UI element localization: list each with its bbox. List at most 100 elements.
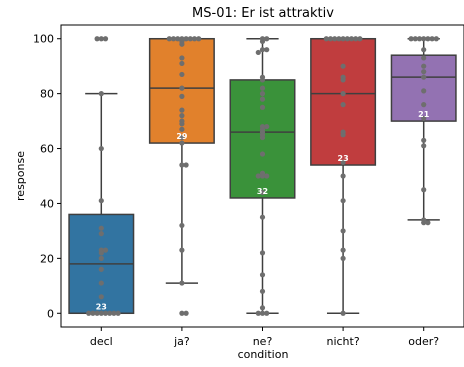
data-point-nicht — [327, 36, 334, 42]
data-point-oder — [408, 36, 414, 42]
data-point-oder — [416, 36, 423, 42]
data-point-ne — [259, 189, 266, 196]
count-label-oder: 21 — [418, 110, 430, 119]
y-tick-label: 20 — [40, 252, 54, 265]
data-point-nicht — [340, 77, 346, 83]
data-point-nicht — [340, 228, 346, 234]
data-point-nicht — [340, 247, 346, 253]
data-point-ja — [179, 247, 185, 253]
data-point-ne — [259, 250, 266, 256]
plot-frame — [60, 24, 464, 328]
data-point-decl — [102, 310, 109, 316]
data-point-decl — [98, 280, 104, 286]
data-point-oder — [429, 36, 435, 42]
data-point-ja — [196, 36, 202, 42]
data-point-nicht — [340, 255, 346, 261]
count-label-ne: 32 — [257, 187, 268, 196]
data-point-ja — [187, 36, 193, 42]
data-point-ne — [259, 310, 266, 316]
y-tick-label: 80 — [40, 88, 54, 101]
data-point-ja — [179, 121, 185, 127]
data-point-ja — [179, 134, 185, 141]
data-point-ne — [259, 214, 266, 220]
data-point-ne — [259, 173, 266, 179]
x-tick-label-oder: oder? — [408, 335, 439, 348]
plot-area: 0 20 40 60 80 100 23 decl 29 ja? 32 ne? 23 nicht? 21 od… — [33, 33, 457, 348]
data-point-ja — [179, 280, 185, 286]
chart-title: MS-01: Er ist attraktiv — [192, 6, 334, 21]
data-point-ja — [179, 222, 185, 229]
data-point-nicht — [340, 63, 346, 69]
data-point-oder — [421, 115, 427, 121]
data-point-oder — [421, 74, 427, 80]
count-label-nicht: 23 — [338, 154, 349, 163]
data-point-oder — [433, 36, 439, 42]
data-point-ne — [259, 85, 266, 91]
data-point-decl — [94, 36, 100, 42]
x-tick-label-decl: decl — [90, 335, 113, 348]
data-point-decl — [111, 310, 117, 316]
y-tick-label: 100 — [33, 33, 54, 46]
data-point-ja — [166, 36, 172, 42]
data-point-decl — [90, 310, 96, 316]
data-point-decl — [98, 36, 104, 42]
data-point-ne — [264, 310, 270, 316]
data-point-ne — [259, 47, 266, 53]
data-point-nicht — [323, 36, 329, 42]
data-point-oder — [421, 55, 427, 61]
data-point-ja — [175, 36, 181, 42]
data-point-decl — [102, 36, 109, 42]
data-point-ne — [259, 305, 266, 311]
data-point-decl — [98, 231, 104, 237]
data-point-nicht — [357, 36, 363, 42]
data-point-ja — [179, 71, 185, 78]
data-point-decl — [98, 266, 104, 272]
data-point-nicht — [340, 91, 346, 97]
count-label-decl: 23 — [96, 302, 107, 311]
data-point-nicht — [344, 36, 350, 42]
data-point-ja — [179, 55, 185, 61]
data-point-oder — [421, 137, 427, 143]
data-point-decl — [98, 198, 104, 204]
data-point-oder — [421, 102, 427, 108]
data-point-ne — [259, 96, 266, 102]
data-point-ja — [179, 140, 185, 146]
data-point-oder — [421, 220, 427, 226]
data-point-nicht — [332, 36, 338, 42]
data-point-nicht — [340, 310, 346, 316]
y-tick-label: 40 — [40, 197, 54, 210]
data-point-ja — [179, 85, 185, 91]
data-point-decl — [107, 310, 113, 316]
data-point-oder — [421, 36, 427, 42]
data-point-ne — [264, 173, 270, 179]
data-point-ja — [179, 41, 185, 47]
data-point-ja — [183, 162, 189, 168]
data-point-ne — [264, 36, 270, 42]
data-point-ne — [259, 77, 266, 83]
data-point-ne — [259, 288, 266, 294]
data-point-ne — [259, 38, 266, 45]
data-point-decl — [98, 310, 104, 316]
data-point-oder — [412, 36, 418, 42]
data-point-nicht — [340, 132, 346, 138]
data-point-decl — [98, 145, 104, 152]
data-point-ja — [179, 93, 185, 99]
data-point-ne — [255, 173, 261, 179]
data-point-oder — [421, 63, 427, 69]
data-point-nicht — [340, 36, 346, 42]
data-point-nicht — [340, 102, 346, 108]
data-point-ja — [179, 107, 185, 113]
data-point-ja — [183, 310, 189, 316]
y-tick-label: 0 — [47, 307, 54, 320]
data-point-oder — [421, 143, 427, 149]
data-point-decl — [98, 91, 104, 97]
data-point-nicht — [353, 36, 359, 42]
y-tick-label: 60 — [40, 143, 54, 156]
data-point-oder — [421, 47, 427, 53]
x-tick-label-nicht: nicht? — [326, 335, 359, 348]
x-axis-label: condition — [238, 348, 289, 361]
data-point-oder — [425, 220, 431, 226]
data-point-nicht — [348, 36, 355, 42]
data-point-oder — [421, 187, 427, 193]
